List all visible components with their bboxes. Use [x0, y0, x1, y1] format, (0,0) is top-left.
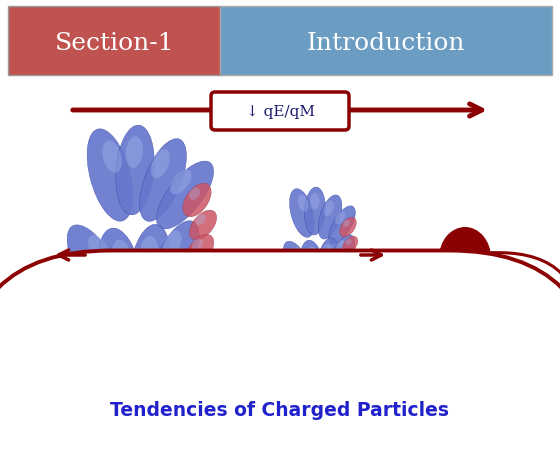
- Ellipse shape: [343, 220, 350, 227]
- Ellipse shape: [335, 211, 346, 224]
- Ellipse shape: [341, 271, 354, 289]
- Ellipse shape: [343, 254, 357, 272]
- Ellipse shape: [139, 292, 158, 323]
- Ellipse shape: [151, 221, 199, 299]
- Ellipse shape: [111, 240, 131, 273]
- Ellipse shape: [290, 189, 315, 238]
- Ellipse shape: [346, 238, 352, 245]
- Ellipse shape: [294, 247, 306, 262]
- Ellipse shape: [310, 275, 320, 292]
- Text: Section-1: Section-1: [55, 31, 175, 54]
- Ellipse shape: [125, 136, 143, 168]
- Ellipse shape: [324, 274, 334, 290]
- Ellipse shape: [324, 200, 334, 216]
- Ellipse shape: [304, 269, 326, 317]
- FancyBboxPatch shape: [220, 6, 552, 75]
- Ellipse shape: [170, 170, 192, 194]
- Text: Nucleus: Nucleus: [425, 336, 499, 354]
- Ellipse shape: [310, 193, 320, 210]
- Ellipse shape: [139, 236, 158, 268]
- Ellipse shape: [300, 240, 324, 290]
- Ellipse shape: [139, 139, 186, 221]
- Ellipse shape: [195, 214, 206, 225]
- Text: Positron: Positron: [279, 336, 357, 354]
- Ellipse shape: [98, 228, 142, 322]
- Ellipse shape: [335, 240, 346, 254]
- Ellipse shape: [329, 235, 354, 275]
- Ellipse shape: [323, 244, 332, 260]
- Text: ↓ qE/qM: ↓ qE/qM: [245, 105, 315, 119]
- Ellipse shape: [317, 238, 339, 284]
- Ellipse shape: [305, 187, 325, 235]
- Text: Electron: Electron: [101, 336, 179, 354]
- Ellipse shape: [346, 256, 352, 263]
- Ellipse shape: [116, 286, 136, 318]
- Ellipse shape: [181, 285, 204, 315]
- Ellipse shape: [189, 210, 217, 240]
- Ellipse shape: [183, 183, 211, 217]
- Ellipse shape: [439, 227, 491, 289]
- Ellipse shape: [329, 206, 355, 244]
- Ellipse shape: [102, 275, 147, 365]
- Ellipse shape: [344, 273, 349, 280]
- Ellipse shape: [340, 217, 356, 237]
- Ellipse shape: [88, 235, 110, 264]
- Ellipse shape: [102, 141, 122, 173]
- Ellipse shape: [87, 129, 133, 221]
- Ellipse shape: [186, 289, 196, 300]
- Text: Tendencies of Charged Particles: Tendencies of Charged Particles: [110, 401, 450, 419]
- Text: Introduction: Introduction: [307, 31, 465, 54]
- Ellipse shape: [318, 195, 342, 239]
- Ellipse shape: [319, 269, 341, 313]
- Ellipse shape: [67, 225, 123, 305]
- Ellipse shape: [307, 247, 318, 264]
- Ellipse shape: [186, 234, 214, 266]
- Ellipse shape: [156, 161, 213, 229]
- FancyBboxPatch shape: [8, 6, 222, 75]
- Ellipse shape: [129, 224, 171, 316]
- Ellipse shape: [184, 260, 210, 290]
- FancyBboxPatch shape: [211, 92, 349, 130]
- Ellipse shape: [179, 308, 199, 338]
- Ellipse shape: [151, 149, 170, 178]
- Ellipse shape: [298, 195, 309, 212]
- Ellipse shape: [162, 231, 181, 259]
- Ellipse shape: [183, 312, 192, 322]
- Ellipse shape: [189, 188, 200, 200]
- Ellipse shape: [190, 264, 200, 275]
- Ellipse shape: [283, 241, 312, 285]
- Ellipse shape: [342, 236, 358, 254]
- Ellipse shape: [129, 282, 171, 369]
- Ellipse shape: [192, 238, 203, 250]
- Ellipse shape: [116, 125, 155, 215]
